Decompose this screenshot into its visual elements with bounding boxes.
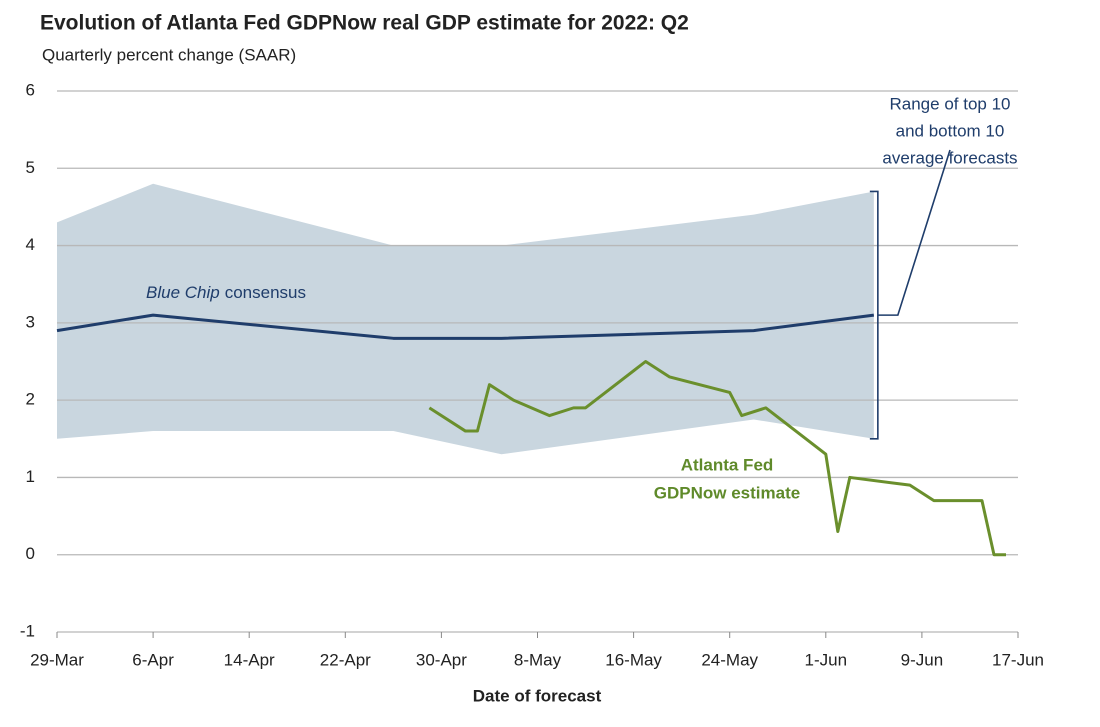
x-tick-label: 22-Apr [320,650,371,669]
series-line [428,360,1006,557]
y-tick-label: 2 [26,390,35,409]
x-tick-label: 6-Apr [132,650,174,669]
y-tick-label: 3 [26,312,35,331]
range-band [57,183,874,455]
series-line [56,313,875,340]
range-label: average forecasts [882,148,1017,167]
y-tick-label: 0 [26,544,35,563]
y-tick-label: 6 [26,80,35,99]
x-tick-label: 8-May [514,650,562,669]
y-tick-label: -1 [20,621,35,640]
chart-subtitle: Quarterly percent change (SAAR) [42,45,296,64]
x-tick-label: 29-Mar [30,650,84,669]
x-tick-label: 24-May [701,650,758,669]
range-label: and bottom 10 [896,121,1005,140]
x-tick-label: 9-Jun [901,650,944,669]
gdpnow-label: Atlanta Fed [681,455,774,474]
blue-chip-label: Blue Chip consensus [146,283,306,302]
blue-chip-rest: consensus [225,283,306,302]
y-tick-label: 4 [26,235,35,254]
y-tick-label: 1 [26,467,35,486]
x-tick-label: 1-Jun [805,650,848,669]
x-tick-label: 17-Jun [992,650,1044,669]
chart-title: Evolution of Atlanta Fed GDPNow real GDP… [40,12,689,35]
blue-chip-italic: Blue Chip [146,283,220,302]
x-tick-label: 30-Apr [416,650,467,669]
gdpnow-label: GDPNow estimate [654,483,800,502]
range-label: Range of top 10 [890,94,1011,113]
range-bracket [869,149,951,440]
x-axis-label: Date of forecast [473,686,602,705]
x-tick-label: 16-May [605,650,662,669]
x-tick-label: 14-Apr [224,650,275,669]
y-tick-label: 5 [26,158,35,177]
